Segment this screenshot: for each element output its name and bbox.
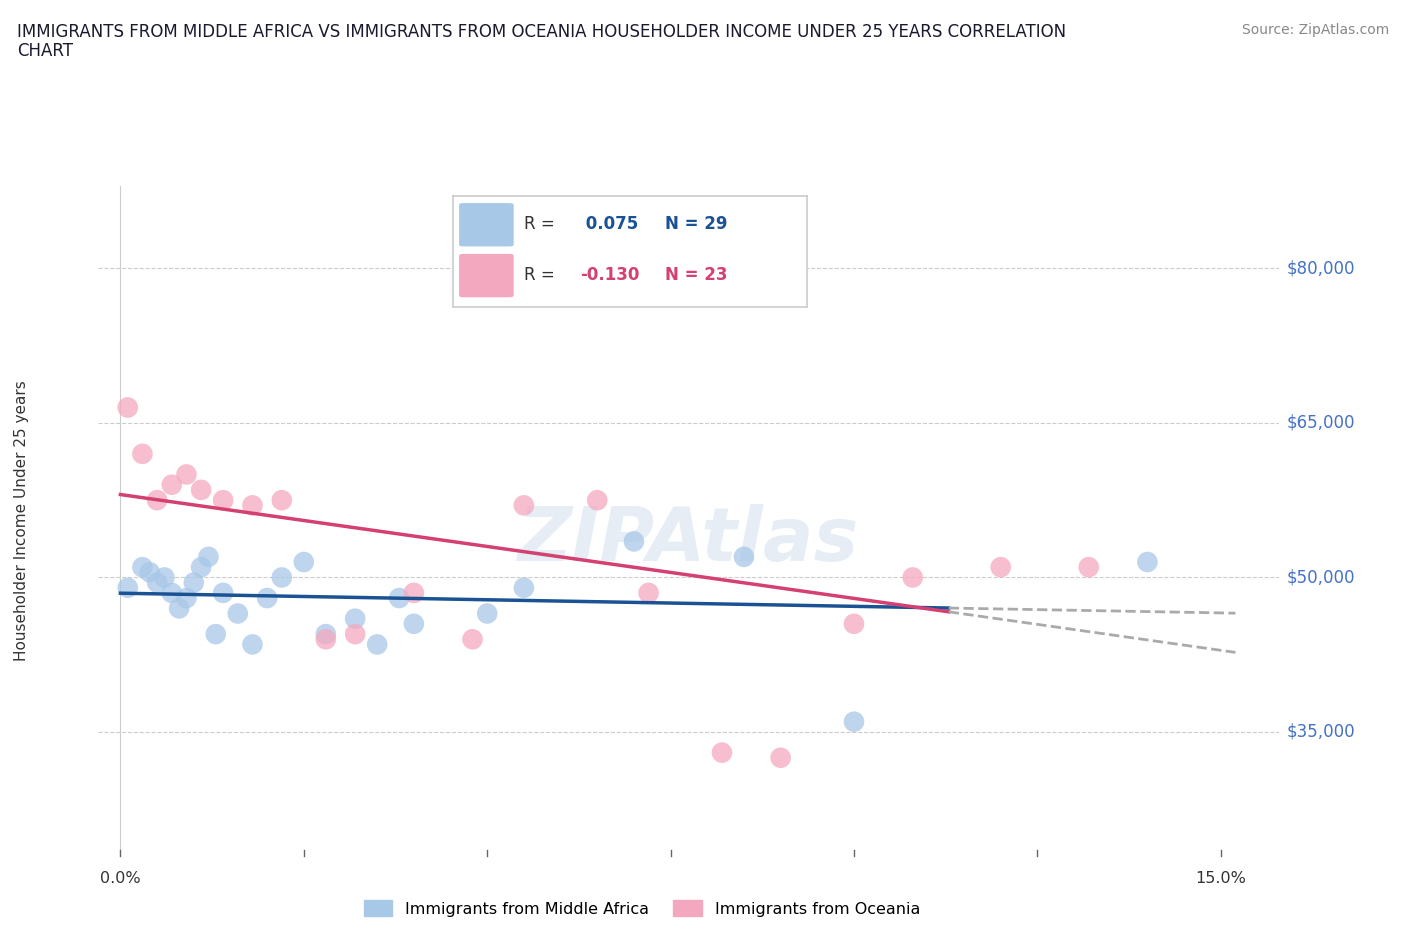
Point — [212, 493, 235, 508]
Point — [388, 591, 411, 605]
Point — [1077, 560, 1099, 575]
Point — [190, 560, 212, 575]
Point — [270, 570, 292, 585]
Point — [461, 631, 484, 646]
Point — [204, 627, 226, 642]
Point — [710, 745, 733, 760]
Point — [131, 446, 153, 461]
Point — [197, 550, 219, 565]
Point — [153, 570, 176, 585]
Point — [160, 477, 183, 492]
Point — [270, 493, 292, 508]
Point — [477, 606, 499, 621]
Point — [623, 534, 645, 549]
Point — [131, 560, 153, 575]
Point — [842, 714, 865, 729]
Point — [176, 591, 198, 605]
Point — [117, 400, 139, 415]
Text: $35,000: $35,000 — [1286, 723, 1355, 741]
Text: IMMIGRANTS FROM MIDDLE AFRICA VS IMMIGRANTS FROM OCEANIA HOUSEHOLDER INCOME UNDE: IMMIGRANTS FROM MIDDLE AFRICA VS IMMIGRA… — [17, 23, 1066, 41]
Point — [402, 617, 425, 631]
Point — [990, 560, 1012, 575]
Point — [117, 580, 139, 595]
Point — [146, 575, 169, 590]
Point — [212, 586, 235, 601]
Point — [183, 575, 205, 590]
Text: Householder Income Under 25 years: Householder Income Under 25 years — [14, 380, 28, 661]
Point — [344, 611, 367, 626]
Point — [901, 570, 924, 585]
Point — [344, 627, 367, 642]
Text: 0.0%: 0.0% — [100, 871, 141, 886]
Point — [315, 631, 337, 646]
Point — [586, 493, 609, 508]
Legend: Immigrants from Middle Africa, Immigrants from Oceania: Immigrants from Middle Africa, Immigrant… — [356, 892, 928, 924]
Point — [139, 565, 162, 579]
Point — [513, 580, 536, 595]
Text: $80,000: $80,000 — [1286, 259, 1355, 277]
Point — [242, 637, 264, 652]
Text: CHART: CHART — [17, 42, 73, 60]
Point — [176, 467, 198, 482]
Text: $65,000: $65,000 — [1286, 414, 1355, 432]
Point — [190, 483, 212, 498]
Point — [292, 554, 315, 569]
Point — [402, 586, 425, 601]
Point — [769, 751, 792, 765]
Text: 15.0%: 15.0% — [1195, 871, 1246, 886]
Point — [315, 627, 337, 642]
Point — [160, 586, 183, 601]
Point — [659, 282, 682, 297]
Point — [842, 617, 865, 631]
Point — [1136, 554, 1159, 569]
Text: Source: ZipAtlas.com: Source: ZipAtlas.com — [1241, 23, 1389, 37]
Point — [366, 637, 388, 652]
Point — [226, 606, 249, 621]
Point — [242, 498, 264, 512]
Point — [637, 586, 659, 601]
Point — [167, 601, 190, 616]
Point — [146, 493, 169, 508]
Point — [256, 591, 278, 605]
Text: $50,000: $50,000 — [1286, 568, 1355, 587]
Text: ZIPAtlas: ZIPAtlas — [519, 504, 859, 578]
Point — [513, 498, 536, 512]
Point — [733, 550, 755, 565]
